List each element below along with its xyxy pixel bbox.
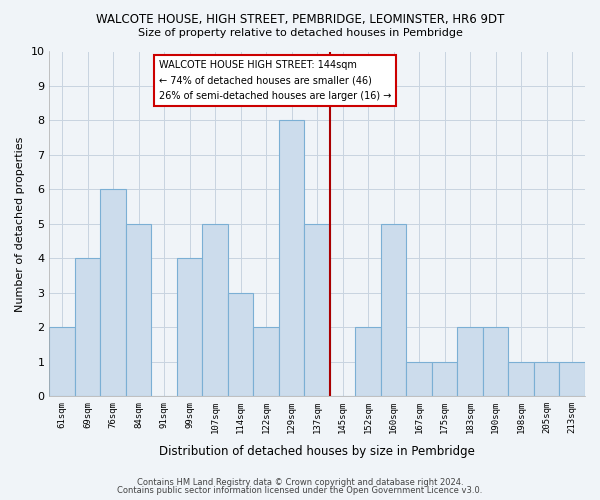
Bar (177, 258, 202, 396)
Bar (75, 258, 100, 396)
Bar (253, 328, 279, 396)
Bar (381, 224, 406, 396)
Text: Contains HM Land Registry data © Crown copyright and database right 2024.: Contains HM Land Registry data © Crown c… (137, 478, 463, 487)
Bar (534, 362, 559, 396)
Bar (49, 328, 75, 396)
Text: Size of property relative to detached houses in Pembridge: Size of property relative to detached ho… (137, 28, 463, 38)
Text: WALCOTE HOUSE HIGH STREET: 144sqm
← 74% of detached houses are smaller (46)
26% : WALCOTE HOUSE HIGH STREET: 144sqm ← 74% … (159, 60, 391, 102)
Bar (126, 224, 151, 396)
Bar (508, 362, 534, 396)
Bar (100, 190, 126, 396)
Bar (483, 328, 508, 396)
Y-axis label: Number of detached properties: Number of detached properties (15, 136, 25, 312)
Bar (457, 328, 483, 396)
X-axis label: Distribution of detached houses by size in Pembridge: Distribution of detached houses by size … (159, 444, 475, 458)
Bar (432, 362, 457, 396)
Text: Contains public sector information licensed under the Open Government Licence v3: Contains public sector information licen… (118, 486, 482, 495)
Bar (559, 362, 585, 396)
Bar (406, 362, 432, 396)
Bar (304, 224, 330, 396)
Bar (279, 120, 304, 396)
Bar (355, 328, 381, 396)
Bar (228, 293, 253, 397)
Text: WALCOTE HOUSE, HIGH STREET, PEMBRIDGE, LEOMINSTER, HR6 9DT: WALCOTE HOUSE, HIGH STREET, PEMBRIDGE, L… (96, 12, 504, 26)
Bar (202, 224, 228, 396)
